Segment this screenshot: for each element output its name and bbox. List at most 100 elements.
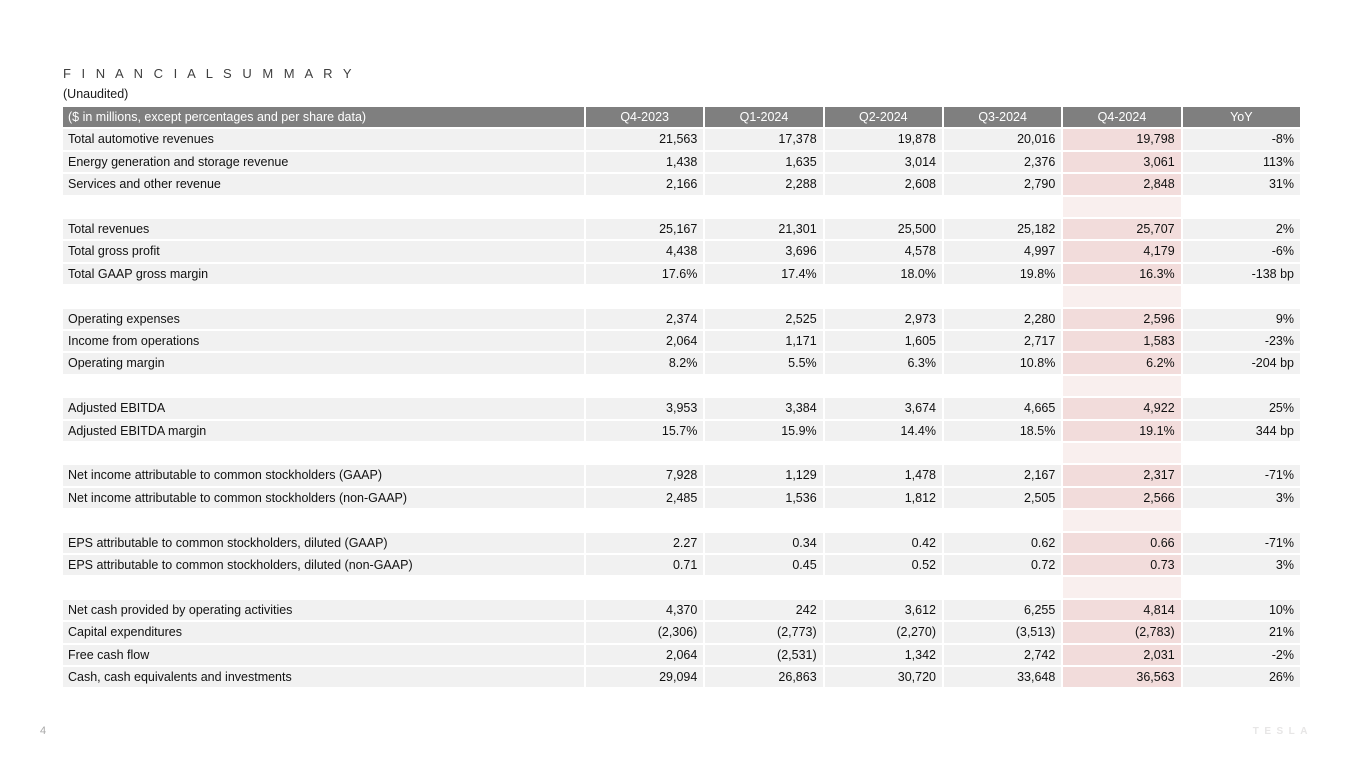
spacer-cell <box>1063 577 1181 598</box>
value-cell: 4,665 <box>943 398 1062 419</box>
value-cell: 3,696 <box>705 241 823 262</box>
value-cell: 21,301 <box>705 219 823 240</box>
value-cell: 18.5% <box>943 420 1062 442</box>
row-label: Energy generation and storage revenue <box>63 151 584 173</box>
value-cell: -2% <box>1182 644 1300 666</box>
row-label: Total automotive revenues <box>63 129 584 150</box>
value-cell: 26,863 <box>705 667 823 688</box>
value-cell: 0.34 <box>705 532 823 554</box>
table-row: Total gross profit 4,438 3,696 4,578 4,997 4,… <box>63 241 1300 262</box>
value-cell: 10% <box>1182 599 1300 621</box>
spacer-cell <box>824 286 942 307</box>
spacer-cell <box>943 286 1062 307</box>
value-cell: 0.52 <box>824 555 942 576</box>
row-label: Total revenues <box>63 219 584 240</box>
spacer-cell <box>63 443 584 464</box>
row-label: Total GAAP gross margin <box>63 263 584 285</box>
financial-summary-table: ($ in millions, except percentages and p… <box>61 105 1302 689</box>
spacer-cell <box>705 443 823 464</box>
spacer-cell <box>586 286 704 307</box>
row-label: Adjusted EBITDA margin <box>63 420 584 442</box>
spacer-cell <box>1182 375 1300 397</box>
value-cell: 20,016 <box>943 129 1062 150</box>
value-cell-highlight: 36,563 <box>1063 667 1181 688</box>
value-cell: 2,973 <box>824 308 942 330</box>
table-row: Services and other revenue 2,166 2,288 2,60… <box>63 174 1300 195</box>
spacer-cell <box>705 375 823 397</box>
value-cell: (3,513) <box>943 622 1062 643</box>
value-cell: 242 <box>705 599 823 621</box>
spacer-cell <box>1063 375 1181 397</box>
value-cell: 1,812 <box>824 487 942 509</box>
row-label: EPS attributable to common stockholders,… <box>63 555 584 576</box>
value-cell: 2,790 <box>943 174 1062 195</box>
spacer-cell <box>1182 510 1300 531</box>
value-cell: 26% <box>1182 667 1300 688</box>
value-cell: 25,500 <box>824 219 942 240</box>
value-cell-highlight: 0.66 <box>1063 532 1181 554</box>
value-cell: 3% <box>1182 487 1300 509</box>
value-cell: 2,376 <box>943 151 1062 173</box>
spacer-cell <box>586 375 704 397</box>
header-yoy: YoY <box>1182 107 1300 128</box>
value-cell: 2,505 <box>943 487 1062 509</box>
tesla-logo: TESLA <box>1252 726 1313 737</box>
row-label: Free cash flow <box>63 644 584 666</box>
value-cell-highlight: 16.3% <box>1063 263 1181 285</box>
value-cell-highlight: 4,179 <box>1063 241 1181 262</box>
value-cell: (2,773) <box>705 622 823 643</box>
spacer-cell <box>705 286 823 307</box>
value-cell: 18.0% <box>824 263 942 285</box>
value-cell: -6% <box>1182 241 1300 262</box>
table-row: Net income attributable to common stockh… <box>63 465 1300 486</box>
spacer-cell <box>63 196 584 218</box>
spacer-row <box>63 577 1300 598</box>
value-cell: 6.3% <box>824 353 942 374</box>
table-row: Total GAAP gross margin 17.6% 17.4% 18.0% 19… <box>63 263 1300 285</box>
value-cell: 19.8% <box>943 263 1062 285</box>
spacer-cell <box>1182 196 1300 218</box>
spacer-cell <box>824 577 942 598</box>
table-row: Adjusted EBITDA margin 15.7% 15.9% 14.4% 18.… <box>63 420 1300 442</box>
value-cell: 1,342 <box>824 644 942 666</box>
value-cell: 31% <box>1182 174 1300 195</box>
row-label: Operating expenses <box>63 308 584 330</box>
value-cell: 2,485 <box>586 487 704 509</box>
value-cell-highlight: 2,566 <box>1063 487 1181 509</box>
row-label: Services and other revenue <box>63 174 584 195</box>
value-cell-highlight: 1,583 <box>1063 331 1181 352</box>
spacer-cell <box>943 577 1062 598</box>
value-cell: 3% <box>1182 555 1300 576</box>
row-label: Total gross profit <box>63 241 584 262</box>
page-number: 4 <box>40 725 47 737</box>
spacer-row <box>63 196 1300 218</box>
value-cell: 2,608 <box>824 174 942 195</box>
spacer-cell <box>705 196 823 218</box>
value-cell-highlight: 4,814 <box>1063 599 1181 621</box>
value-cell: 3,612 <box>824 599 942 621</box>
value-cell: 1,478 <box>824 465 942 486</box>
value-cell: 30,720 <box>824 667 942 688</box>
spacer-cell <box>824 443 942 464</box>
spacer-row <box>63 443 1300 464</box>
table-row: EPS attributable to common stockholders,… <box>63 532 1300 554</box>
value-cell: 0.45 <box>705 555 823 576</box>
value-cell: -23% <box>1182 331 1300 352</box>
spacer-row <box>63 375 1300 397</box>
table-row: Capital expenditures (2,306) (2,773) (2,270… <box>63 622 1300 643</box>
row-label: Adjusted EBITDA <box>63 398 584 419</box>
row-label: EPS attributable to common stockholders,… <box>63 532 584 554</box>
spacer-cell <box>586 196 704 218</box>
spacer-cell <box>1182 443 1300 464</box>
value-cell: 2,742 <box>943 644 1062 666</box>
value-cell: 4,997 <box>943 241 1062 262</box>
value-cell: 7,928 <box>586 465 704 486</box>
spacer-cell <box>705 577 823 598</box>
value-cell-highlight: 2,848 <box>1063 174 1181 195</box>
value-cell-highlight: 19.1% <box>1063 420 1181 442</box>
value-cell: 9% <box>1182 308 1300 330</box>
spacer-row <box>63 286 1300 307</box>
header-q1-2024: Q1-2024 <box>705 107 823 128</box>
value-cell: 10.8% <box>943 353 1062 374</box>
table-row: Net cash provided by operating activitie… <box>63 599 1300 621</box>
